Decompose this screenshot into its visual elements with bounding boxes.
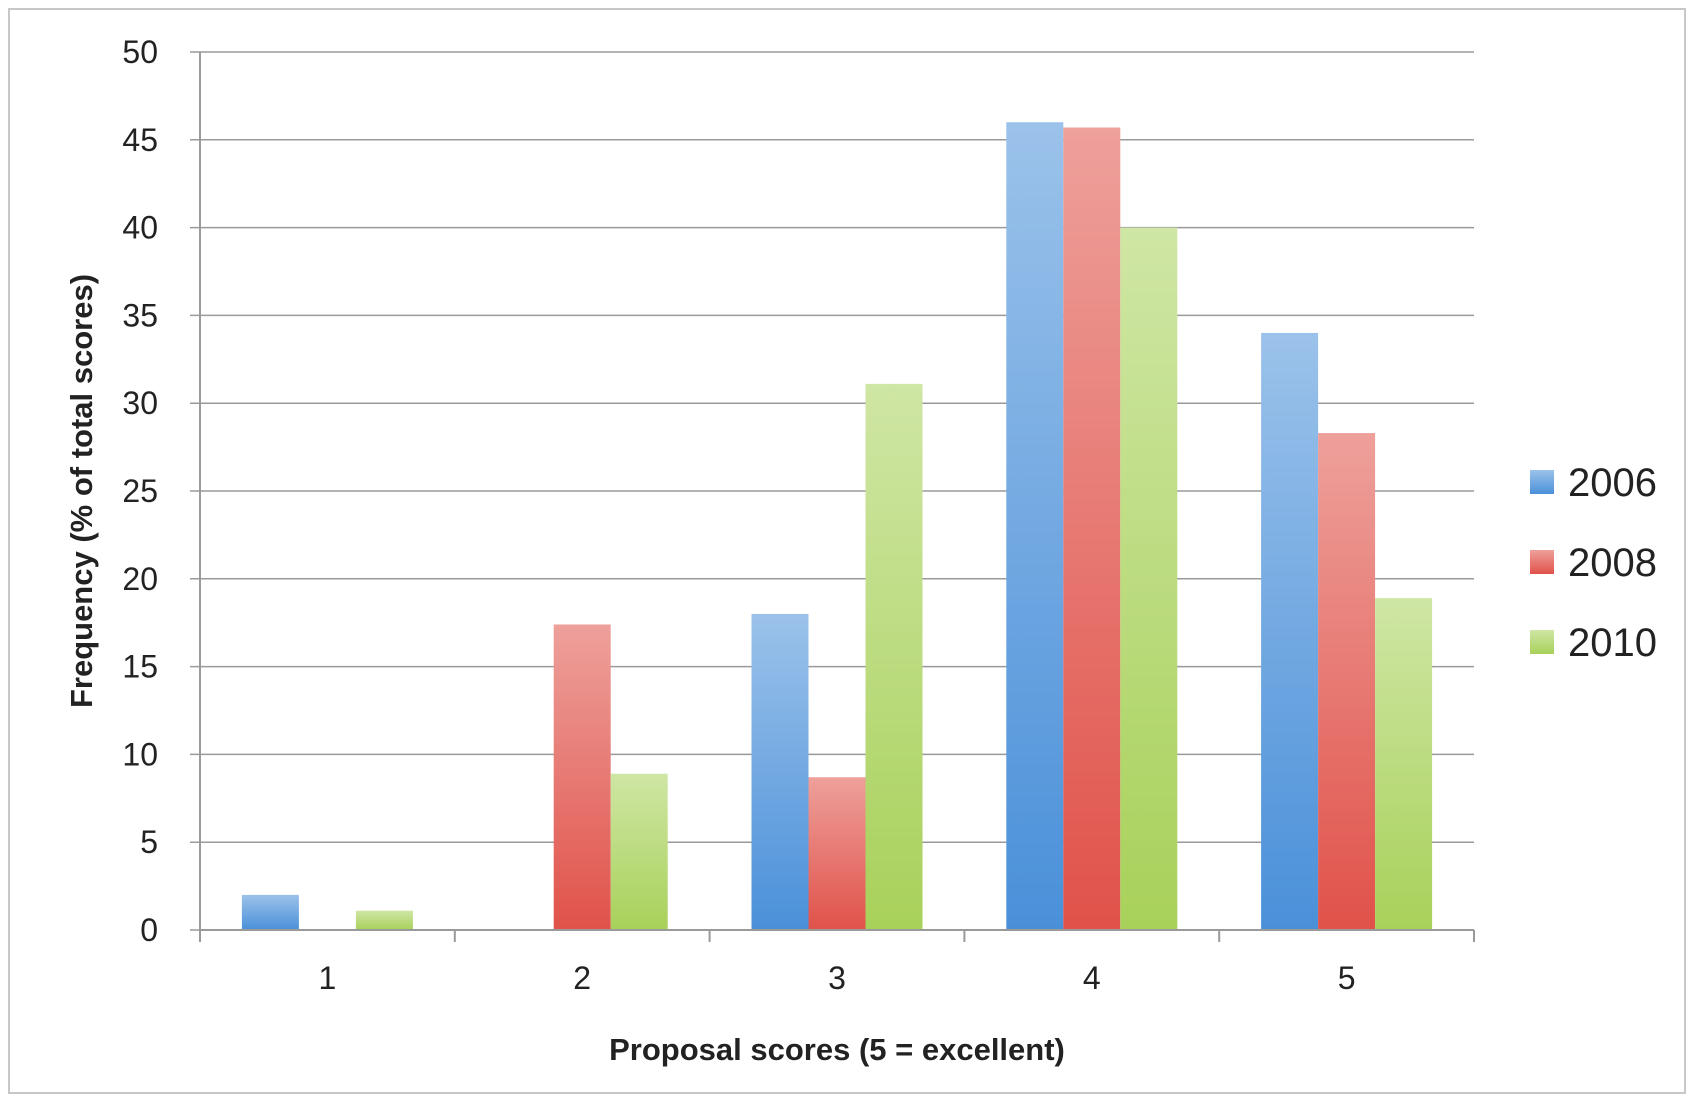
bar-2010-score-1 (355, 910, 413, 930)
bar-2010-score-4 (1120, 227, 1178, 931)
bar-2006-score-1 (241, 894, 299, 930)
bar-2008-score-2 (553, 624, 611, 930)
y-axis-title: Frequency (% of total scores) (64, 274, 99, 708)
legend-swatch-2006 (1530, 470, 1554, 494)
y-tick-label: 50 (122, 34, 158, 70)
y-tick-label: 10 (122, 736, 158, 772)
bars (241, 122, 1433, 931)
bar-2010-score-2 (610, 773, 668, 930)
y-tick-label: 45 (122, 122, 158, 158)
legend-label-2006: 2006 (1568, 461, 1657, 505)
y-tick-label: 0 (140, 912, 158, 948)
bar-2006-score-3 (751, 613, 809, 930)
y-tick-label: 5 (140, 824, 158, 860)
bar-2010-score-3 (865, 383, 923, 930)
bar-2008-score-3 (808, 777, 866, 930)
y-tick-label: 15 (122, 649, 158, 685)
y-tick-label: 40 (122, 210, 158, 246)
bar-2008-score-4 (1063, 127, 1121, 931)
x-axis-title: Proposal scores (5 = excellent) (609, 1032, 1065, 1067)
y-tick-label: 25 (122, 473, 158, 509)
x-tick-label: 2 (573, 960, 591, 996)
y-tick-label: 30 (122, 385, 158, 421)
legend-swatch-2010 (1530, 630, 1554, 654)
x-tick-label: 1 (319, 960, 337, 996)
bar-2006-score-4 (1006, 122, 1064, 931)
legend-label-2008: 2008 (1568, 541, 1657, 585)
x-tick-label: 4 (1083, 960, 1101, 996)
legend: 2006 2008 2010 (1530, 461, 1657, 665)
x-tick-label: 3 (828, 960, 846, 996)
bar-2008-score-5 (1318, 433, 1376, 930)
x-tick-label: 5 (1338, 960, 1356, 996)
bar-2010-score-5 (1375, 598, 1433, 930)
legend-swatch-2008 (1530, 550, 1554, 574)
legend-label-2010: 2010 (1568, 621, 1657, 665)
y-tick-label: 20 (122, 561, 158, 597)
axes (199, 52, 1475, 942)
y-tick-label: 35 (122, 297, 158, 333)
bar-2006-score-5 (1261, 332, 1319, 931)
